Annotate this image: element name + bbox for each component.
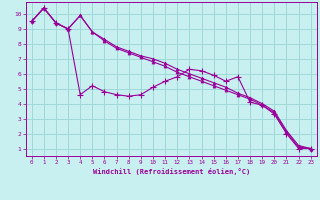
X-axis label: Windchill (Refroidissement éolien,°C): Windchill (Refroidissement éolien,°C) xyxy=(92,168,250,175)
